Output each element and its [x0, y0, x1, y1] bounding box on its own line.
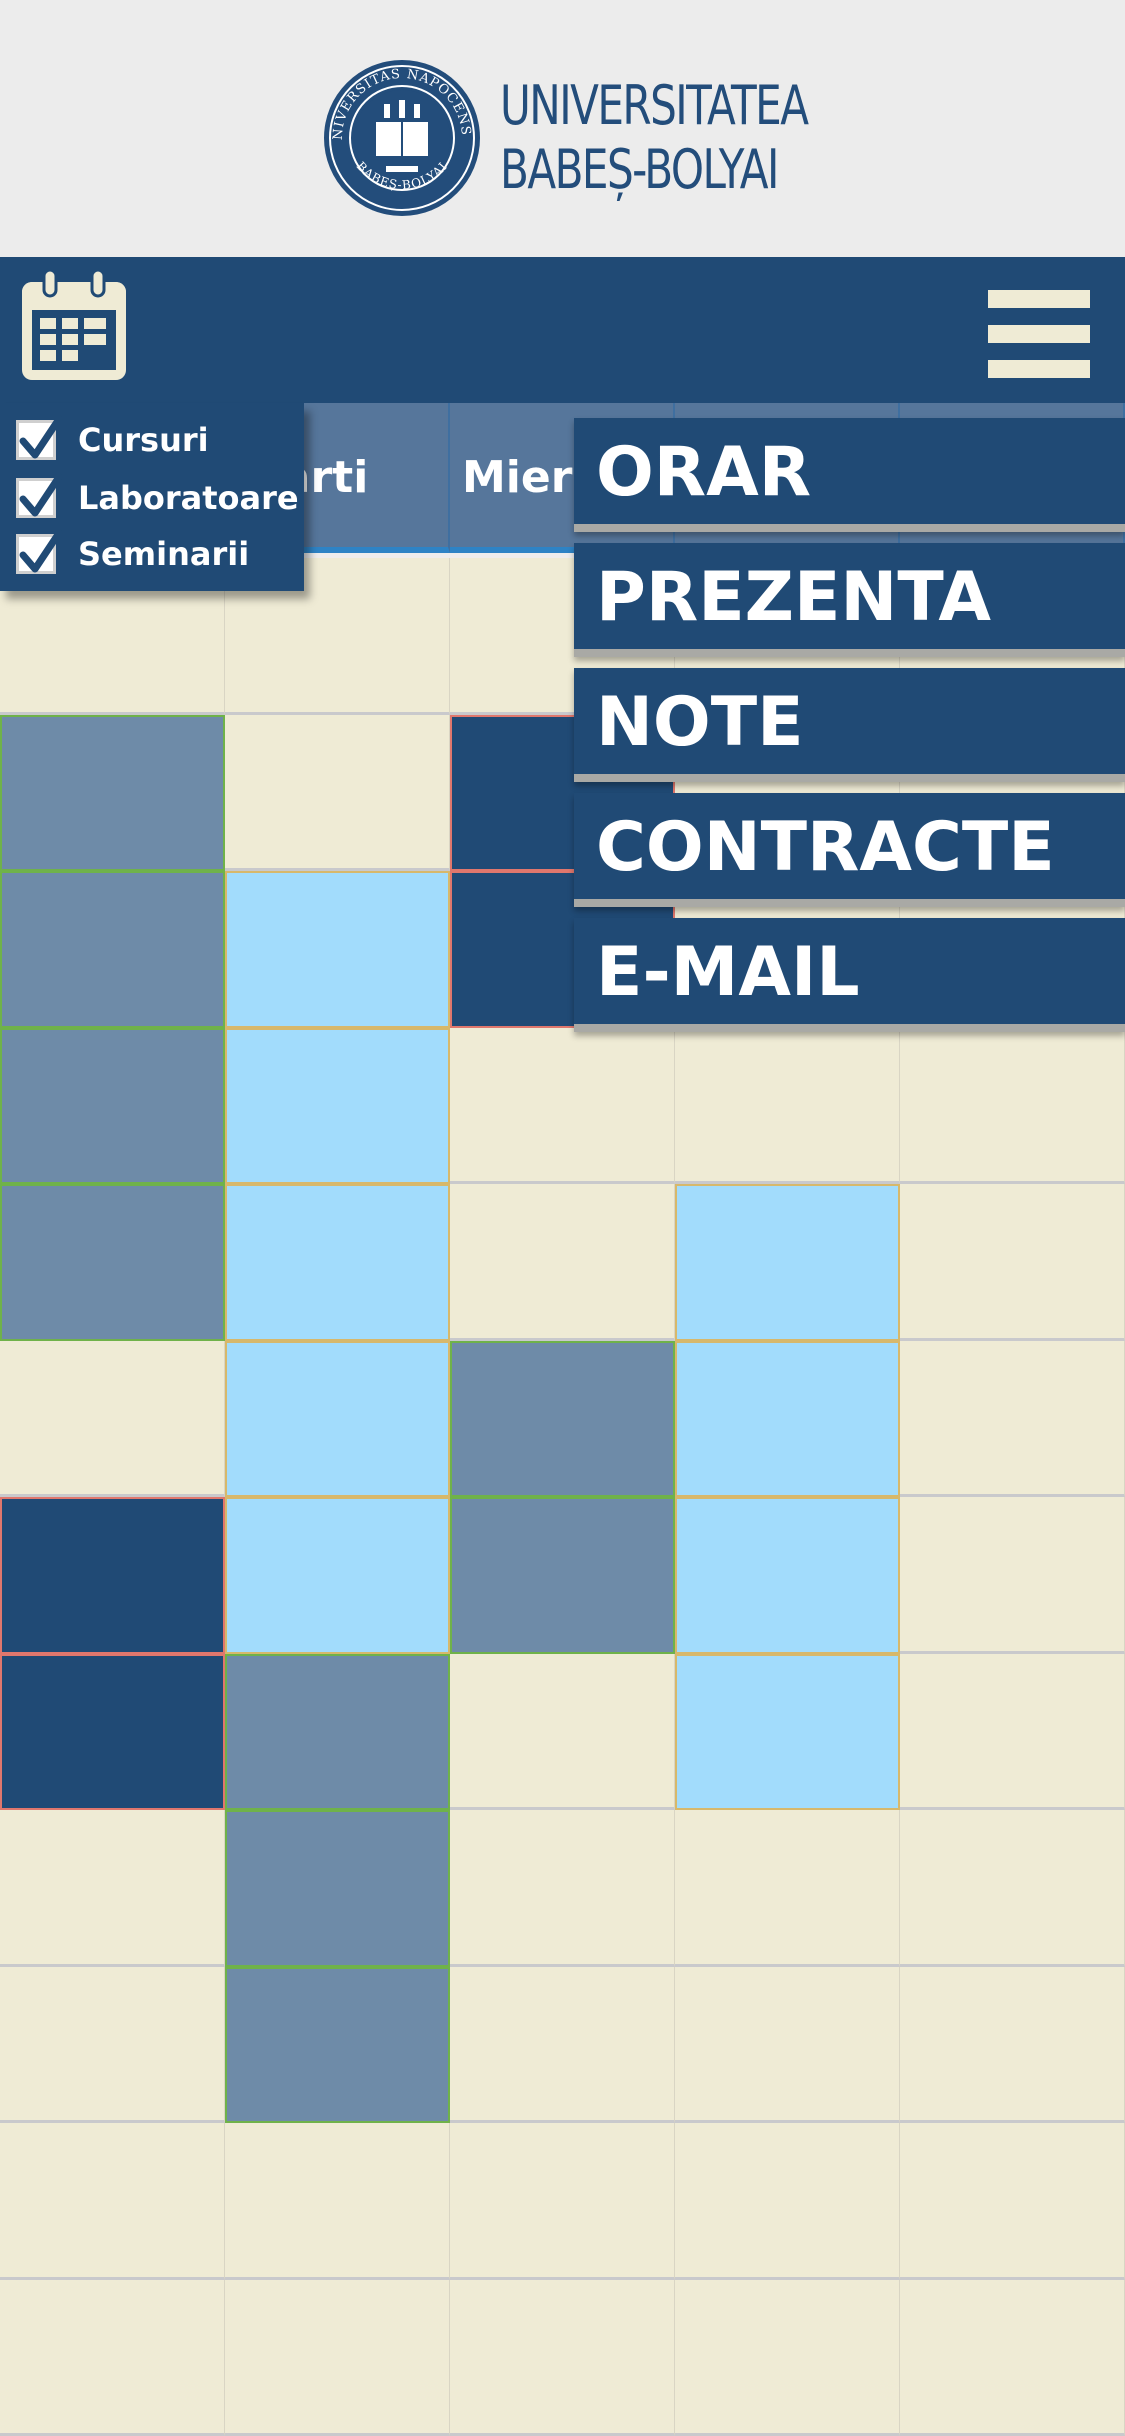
- calendar-icon[interactable]: [18, 268, 130, 384]
- timetable-cell-laborator[interactable]: [675, 1184, 900, 1341]
- top-navbar: [0, 257, 1125, 403]
- menu-item-email[interactable]: E-MAIL: [574, 918, 1125, 1032]
- checkmark-icon: [19, 415, 63, 459]
- hamburger-menu-icon[interactable]: [988, 290, 1090, 378]
- timetable-cell-empty: [225, 2279, 450, 2436]
- timetable-cell-seminar[interactable]: [0, 1497, 225, 1654]
- timetable-cell-empty: [675, 1027, 900, 1184]
- timetable-cell-curs[interactable]: [450, 1340, 675, 1497]
- filter-laboratoare[interactable]: Laboratoare: [16, 473, 299, 519]
- timetable-cell-laborator[interactable]: [225, 1027, 450, 1184]
- timetable-cell-empty: [450, 2279, 675, 2436]
- timetable-cell-empty: [900, 1966, 1125, 2123]
- logo-line-2: BABEȘ-BOLYAI: [500, 138, 779, 201]
- filter-label: Cursuri: [78, 421, 209, 459]
- checkbox-laboratoare[interactable]: [16, 473, 63, 518]
- timetable-cell-empty: [450, 1653, 675, 1810]
- timetable-cell-seminar[interactable]: [0, 1653, 225, 1810]
- checkmark-icon: [19, 529, 63, 573]
- university-seal-icon: UNIVERSITAS NAPOCENSIS BABEȘ-BOLYAI: [322, 58, 480, 216]
- filter-panel: Cursuri Laboratoare Seminarii: [0, 403, 304, 591]
- timetable-cell-curs[interactable]: [0, 714, 225, 871]
- timetable-cell-empty: [900, 2279, 1125, 2436]
- timetable-cell-curs[interactable]: [0, 871, 225, 1028]
- menu-item-contracte[interactable]: CONTRACTE: [574, 793, 1125, 907]
- timetable-cell-empty: [0, 1340, 225, 1497]
- timetable-cell-empty: [675, 2123, 900, 2280]
- timetable-cell-empty: [450, 1027, 675, 1184]
- timetable-cell-empty: [900, 1810, 1125, 1967]
- menu-item-note[interactable]: NOTE: [574, 668, 1125, 782]
- timetable-cell-empty: [450, 1810, 675, 1967]
- timetable-cell-curs[interactable]: [225, 1653, 450, 1810]
- timetable-cell-laborator[interactable]: [225, 1184, 450, 1341]
- app-header: UNIVERSITAS NAPOCENSIS BABEȘ-BOLYAI UNIV…: [0, 0, 1125, 257]
- timetable-cell-empty: [900, 1340, 1125, 1497]
- timetable-cell-empty: [900, 2123, 1125, 2280]
- timetable-cell-empty: [900, 1027, 1125, 1184]
- timetable-cell-empty: [225, 2123, 450, 2280]
- filter-label: Seminarii: [78, 535, 250, 573]
- timetable-cell-empty: [0, 2123, 225, 2280]
- checkbox-seminarii[interactable]: [16, 529, 63, 574]
- menu-item-orar[interactable]: ORAR: [574, 418, 1125, 532]
- timetable-cell-empty: [675, 1966, 900, 2123]
- timetable-cell-empty: [675, 1810, 900, 1967]
- timetable-cell-laborator[interactable]: [225, 1340, 450, 1497]
- timetable-cell-curs[interactable]: [450, 1497, 675, 1654]
- timetable-cell-laborator[interactable]: [675, 1497, 900, 1654]
- timetable-cell-curs[interactable]: [225, 1966, 450, 2123]
- university-logo: UNIVERSITAS NAPOCENSIS BABEȘ-BOLYAI UNIV…: [322, 58, 809, 218]
- timetable-cell-curs[interactable]: [0, 1184, 225, 1341]
- menu-item-prezenta[interactable]: PREZENTA: [574, 543, 1125, 657]
- timetable-cell-laborator[interactable]: [675, 1653, 900, 1810]
- timetable-cell-laborator[interactable]: [225, 1497, 450, 1654]
- checkmark-icon: [19, 473, 63, 517]
- timetable-cell-empty: [0, 1966, 225, 2123]
- logo-line-1: UNIVERSITATEA: [500, 74, 809, 137]
- timetable-cell-empty: [675, 2279, 900, 2436]
- timetable-cell-curs[interactable]: [0, 1027, 225, 1184]
- timetable-cell-curs[interactable]: [225, 1810, 450, 1967]
- timetable-cell-empty: [225, 714, 450, 871]
- timetable-cell-laborator[interactable]: [675, 1340, 900, 1497]
- filter-seminarii[interactable]: Seminarii: [16, 529, 250, 575]
- timetable-cell-empty: [450, 2123, 675, 2280]
- timetable-cell-empty: [0, 1810, 225, 1967]
- logo-wordmark: UNIVERSITATEA BABEȘ-BOLYAI: [500, 74, 809, 202]
- timetable-cell-empty: [900, 1497, 1125, 1654]
- filter-cursuri[interactable]: Cursuri: [16, 415, 209, 461]
- timetable-cell-empty: [900, 1184, 1125, 1341]
- timetable-cell-empty: [0, 2279, 225, 2436]
- timetable-cell-laborator[interactable]: [225, 871, 450, 1028]
- timetable-cell-empty: [450, 1966, 675, 2123]
- filter-label: Laboratoare: [78, 479, 299, 517]
- timetable-cell-empty: [900, 1653, 1125, 1810]
- checkbox-cursuri[interactable]: [16, 415, 63, 460]
- timetable-cell-empty: [450, 1184, 675, 1341]
